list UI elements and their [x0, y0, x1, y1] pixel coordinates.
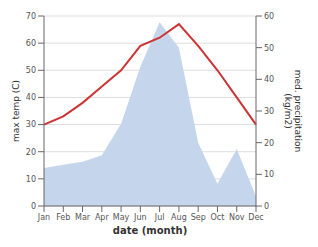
svg-text:med. precipitation(kg/m2): med. precipitation(kg/m2): [283, 70, 303, 152]
svg-text:Jan: Jan: [37, 213, 50, 222]
svg-text:70: 70: [26, 12, 36, 21]
svg-text:0: 0: [264, 202, 269, 211]
svg-text:60: 60: [26, 39, 36, 48]
svg-text:Feb: Feb: [56, 213, 70, 222]
svg-text:30: 30: [264, 107, 274, 116]
svg-text:Aug: Aug: [171, 213, 187, 222]
svg-text:60: 60: [264, 12, 274, 21]
svg-text:date (month): date (month): [113, 225, 187, 236]
svg-text:20: 20: [264, 139, 274, 148]
svg-text:10: 10: [26, 175, 36, 184]
svg-text:20: 20: [26, 148, 36, 157]
svg-text:Dec: Dec: [248, 213, 263, 222]
svg-text:Nov: Nov: [229, 213, 245, 222]
svg-text:Oct: Oct: [211, 213, 225, 222]
svg-text:max temp (C): max temp (C): [11, 80, 21, 142]
svg-text:0: 0: [31, 202, 36, 211]
svg-text:May: May: [113, 213, 130, 222]
svg-text:Mar: Mar: [75, 213, 91, 222]
svg-text:50: 50: [264, 44, 274, 53]
svg-text:40: 40: [26, 93, 36, 102]
svg-text:50: 50: [26, 66, 36, 75]
svg-text:30: 30: [26, 120, 36, 129]
svg-text:10: 10: [264, 170, 274, 179]
svg-text:Sep: Sep: [191, 213, 206, 222]
svg-text:Jul: Jul: [154, 213, 165, 222]
svg-text:Jun: Jun: [133, 213, 147, 222]
svg-text:Apr: Apr: [95, 213, 110, 222]
svg-text:40: 40: [264, 75, 274, 84]
